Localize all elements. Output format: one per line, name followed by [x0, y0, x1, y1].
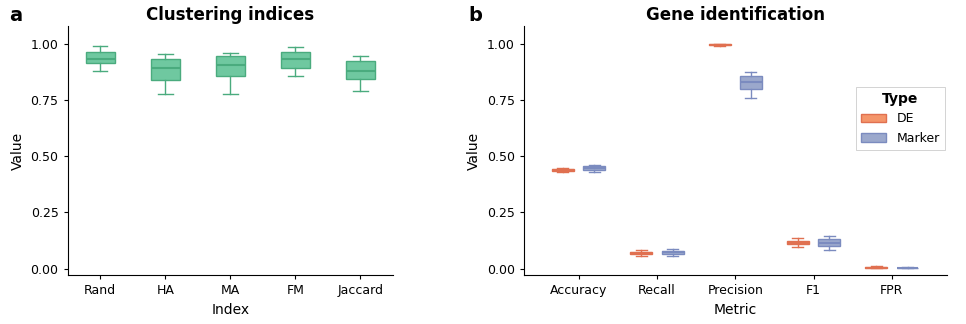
- Text: b: b: [469, 6, 483, 25]
- Text: a: a: [9, 6, 22, 25]
- PathPatch shape: [662, 251, 684, 254]
- PathPatch shape: [583, 167, 606, 170]
- PathPatch shape: [740, 76, 762, 89]
- PathPatch shape: [151, 59, 180, 80]
- PathPatch shape: [86, 52, 115, 63]
- X-axis label: Index: Index: [212, 303, 249, 317]
- PathPatch shape: [818, 239, 840, 246]
- PathPatch shape: [631, 252, 652, 254]
- PathPatch shape: [346, 61, 375, 79]
- Y-axis label: Value: Value: [468, 132, 481, 170]
- PathPatch shape: [215, 56, 245, 76]
- PathPatch shape: [709, 44, 730, 45]
- X-axis label: Metric: Metric: [714, 303, 757, 317]
- Title: Clustering indices: Clustering indices: [146, 6, 314, 24]
- PathPatch shape: [866, 267, 887, 268]
- Y-axis label: Value: Value: [11, 132, 25, 170]
- PathPatch shape: [552, 168, 574, 171]
- Legend: DE, Marker: DE, Marker: [857, 87, 945, 150]
- PathPatch shape: [281, 52, 310, 67]
- Title: Gene identification: Gene identification: [645, 6, 825, 24]
- PathPatch shape: [787, 240, 809, 244]
